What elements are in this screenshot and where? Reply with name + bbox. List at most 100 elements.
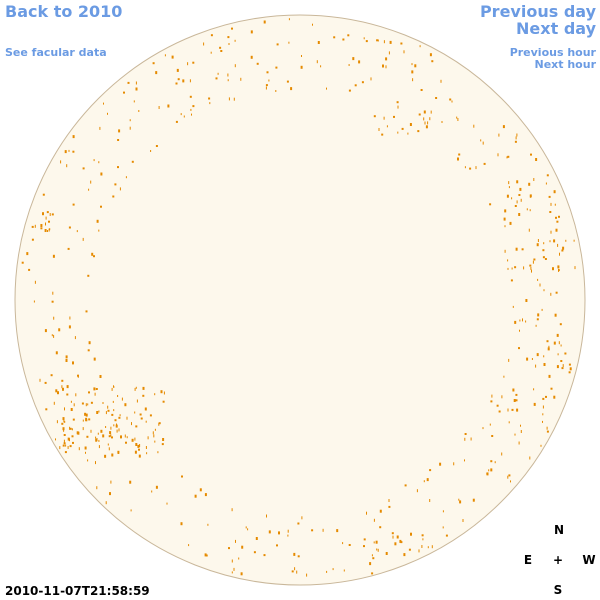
facula <box>208 97 211 100</box>
facula <box>78 447 80 451</box>
facula <box>63 439 65 443</box>
facula <box>138 110 140 112</box>
facula <box>119 414 121 417</box>
previous-hour-link[interactable]: Previous hour <box>510 46 597 59</box>
facula <box>546 426 548 430</box>
facula <box>62 387 64 391</box>
facula <box>74 336 76 340</box>
facula <box>504 249 506 253</box>
facula <box>470 437 472 441</box>
facula <box>190 108 192 111</box>
facula <box>203 42 205 46</box>
facula <box>562 364 564 368</box>
facula <box>275 90 277 92</box>
facula <box>93 159 95 162</box>
facula <box>425 125 428 129</box>
facula <box>511 267 513 270</box>
facula <box>121 397 123 401</box>
facula <box>160 390 163 394</box>
facula <box>288 41 290 44</box>
facula <box>533 258 536 261</box>
facula <box>105 426 107 428</box>
facula <box>520 424 521 427</box>
facula <box>376 548 378 551</box>
facula <box>87 349 90 352</box>
facula <box>503 217 506 221</box>
facula <box>397 131 399 134</box>
facula <box>34 224 36 228</box>
facula <box>234 64 236 68</box>
facula <box>453 462 455 466</box>
facula <box>498 410 501 413</box>
facula <box>191 113 192 116</box>
facula <box>294 567 296 571</box>
facula <box>520 198 522 202</box>
facula <box>63 428 65 432</box>
next-day-link[interactable]: Next day <box>516 19 597 38</box>
faculae <box>21 18 576 577</box>
facula <box>175 120 178 123</box>
facula <box>348 89 351 92</box>
facula <box>207 523 209 526</box>
facula <box>553 190 556 194</box>
facula <box>528 182 531 186</box>
facula <box>189 95 192 98</box>
facula <box>381 133 384 136</box>
facula <box>133 100 135 103</box>
facula <box>155 485 158 489</box>
facula <box>161 443 164 446</box>
facula <box>116 429 118 433</box>
facular-link[interactable]: See facular data <box>5 46 107 59</box>
facula <box>131 160 134 163</box>
facula <box>377 548 379 552</box>
facula <box>564 352 567 355</box>
facula <box>53 316 55 320</box>
facula <box>506 194 509 198</box>
facula <box>52 291 54 295</box>
facula <box>561 249 564 252</box>
facula <box>333 36 336 39</box>
facula <box>392 535 394 539</box>
facula <box>117 139 120 141</box>
facula <box>63 419 65 423</box>
facula <box>558 268 559 272</box>
facula <box>510 279 513 282</box>
facula <box>162 400 165 403</box>
facula <box>112 400 114 403</box>
facula <box>102 434 105 438</box>
facula <box>296 570 298 574</box>
facula <box>549 240 551 243</box>
facula <box>151 490 153 493</box>
facula <box>136 399 138 403</box>
back-link[interactable]: Back to 2010 <box>5 2 122 21</box>
facula <box>69 426 71 430</box>
facula <box>157 451 159 454</box>
facula <box>231 508 233 512</box>
next-hour-link[interactable]: Next hour <box>535 58 597 71</box>
facula <box>516 200 518 204</box>
facula <box>373 115 376 118</box>
facula <box>134 387 136 391</box>
facula <box>480 139 482 142</box>
previous-day-link[interactable]: Previous day <box>480 2 597 21</box>
facula <box>287 534 289 537</box>
facula <box>555 291 558 294</box>
facula <box>60 160 62 164</box>
facula <box>55 438 56 441</box>
facula <box>227 36 230 39</box>
facula <box>65 359 68 362</box>
facula <box>68 149 70 152</box>
facula <box>276 544 278 547</box>
facula <box>96 219 99 223</box>
facula <box>98 410 100 413</box>
facula <box>401 127 404 130</box>
facula <box>391 532 394 535</box>
facula <box>416 489 418 493</box>
facula <box>265 86 267 90</box>
facula <box>67 247 70 250</box>
facula <box>95 461 96 465</box>
facula <box>124 403 127 407</box>
facula <box>378 128 380 131</box>
facula <box>504 209 507 213</box>
facula <box>181 475 183 478</box>
